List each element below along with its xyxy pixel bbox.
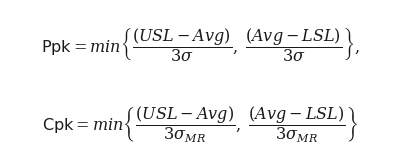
Text: $\mathsf{Ppk} = \mathit{min}\left\{\dfrac{(USL-Avg)}{3\sigma},\ \dfrac{(Avg-LSL): $\mathsf{Ppk} = \mathit{min}\left\{\dfra… [41, 26, 359, 64]
Text: $\mathsf{Cpk} = \mathit{min}\left\{\dfrac{(USL-Avg)}{3\sigma_{MR}},\ \dfrac{(Avg: $\mathsf{Cpk} = \mathit{min}\left\{\dfra… [42, 104, 358, 145]
